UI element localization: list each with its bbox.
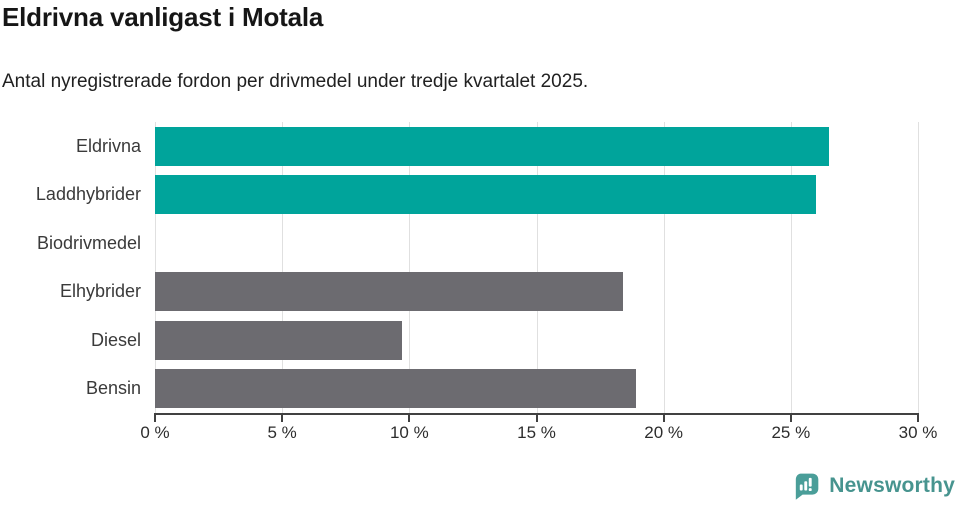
axis-tick: [281, 415, 284, 422]
gridline: [663, 122, 665, 413]
x-axis-ticks: [154, 415, 919, 422]
bar-laddhybrider: [155, 175, 817, 215]
axis-tick-label: 15 %: [517, 423, 556, 442]
category-label-row: Biodrivmedel: [0, 219, 141, 268]
axis-tick: [662, 415, 665, 422]
bar-elhybrider: [155, 272, 623, 312]
bar-row: [155, 219, 918, 268]
newsworthy-logo-text: Newsworthy: [829, 474, 955, 497]
category-label: Laddhybrider: [35, 184, 141, 205]
bar-row: [155, 268, 918, 317]
bar-row: [155, 171, 918, 220]
gridline: [918, 122, 919, 413]
x-axis-line: [154, 413, 919, 415]
chart-title: Eldrivna vanligast i Motala: [2, 2, 324, 32]
category-label: Elhybrider: [59, 281, 141, 302]
category-label-row: Elhybrider: [0, 268, 141, 317]
axis-tick-label: 20 %: [644, 423, 684, 442]
category-label-row: Eldrivna: [0, 122, 141, 171]
bar-row: [155, 316, 918, 365]
axis-tick: [917, 415, 919, 422]
bar-row: [155, 122, 918, 171]
gridline: [282, 122, 284, 413]
category-label-row: Laddhybrider: [0, 171, 141, 220]
gridline: [155, 122, 156, 413]
gridline: [536, 122, 538, 413]
bars: [155, 122, 918, 413]
x-axis-tick-labels: 0 % 5 % 10 % 15 % 20 % 25 % 30 %: [140, 423, 937, 445]
axis-tick-label: 5 %: [267, 423, 297, 442]
newsworthy-logo: Newsworthy: [791, 471, 955, 501]
plot-area: [155, 122, 919, 413]
category-label: Biodrivmedel: [36, 232, 141, 253]
axis-tick: [408, 415, 411, 422]
category-labels: Eldrivna Laddhybrider Biodrivmedel Elhybrid…: [0, 122, 141, 413]
axis-tick-label: 25 %: [771, 423, 811, 442]
bar-row: [155, 365, 918, 414]
axis-tick: [789, 415, 792, 422]
bar-diesel: [155, 320, 402, 360]
category-label: Bensin: [85, 378, 141, 399]
category-label: Diesel: [90, 329, 141, 350]
axis-tick: [535, 415, 538, 422]
gridline: [790, 122, 792, 413]
axis-tick: [154, 415, 156, 422]
category-label-row: Diesel: [0, 316, 141, 365]
axis-tick-label: 10 %: [389, 423, 429, 442]
axis-tick-label: 0 %: [140, 423, 170, 442]
newsworthy-logo-icon: [796, 473, 819, 500]
bar-eldrivna: [155, 126, 829, 166]
bar-bensin: [155, 369, 636, 409]
chart-subtitle: Antal nyregistrerade fordon per drivmede…: [2, 71, 589, 92]
category-label: Eldrivna: [75, 135, 141, 156]
axis-tick-label: 30 %: [898, 423, 938, 442]
gridline: [409, 122, 411, 413]
category-label-row: Bensin: [0, 365, 141, 414]
gridlines: [155, 122, 919, 413]
